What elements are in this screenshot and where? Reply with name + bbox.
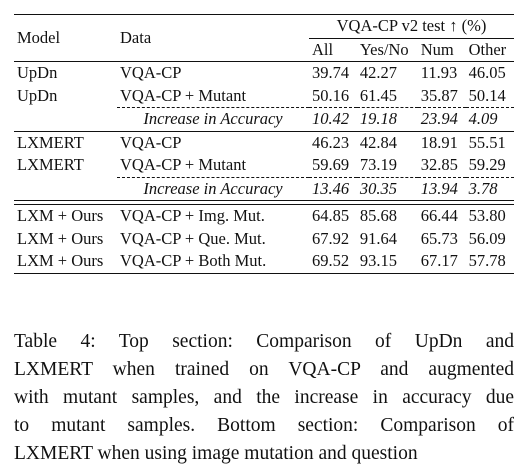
increase-label: Increase in Accuracy xyxy=(117,107,309,131)
caption-line: to mutant samples. Bottom section: Compa… xyxy=(14,415,514,436)
cell-num: 32.85 xyxy=(420,155,458,174)
cell-other: 50.14 xyxy=(468,85,506,105)
cell-all: 64.85 xyxy=(312,206,350,225)
header-group: VQA-CP v2 test ↑ (%) xyxy=(309,14,514,39)
cell-yesno: 73.19 xyxy=(359,155,398,174)
caption-line: LXMERT when using image mutation and que… xyxy=(14,443,418,464)
header-row-1: Model Data VQA-CP v2 test ↑ (%) xyxy=(14,14,514,62)
caption-line: LXMERT when trained on VQA-CP and augmen… xyxy=(14,359,514,380)
row-data: VQA-CP + Both Mut. xyxy=(117,250,309,274)
cell-other: 59.29 xyxy=(468,155,506,174)
cell-yesno: 85.68 xyxy=(359,206,398,225)
row-model: LXM + Ours xyxy=(17,228,104,248)
caption-line: with mutant samples, and the increase in… xyxy=(14,387,514,408)
row-model: LXMERT xyxy=(14,130,117,154)
row-data: VQA-CP + Mutant xyxy=(120,85,247,105)
cell-num: 18.91 xyxy=(417,130,466,154)
row-model: UpDn xyxy=(17,85,58,105)
cell-other: 46.05 xyxy=(468,63,506,82)
increase-num: 23.94 xyxy=(417,107,466,131)
increase-row: Increase in Accuracy 13.46 30.35 13.94 3… xyxy=(14,176,514,201)
header-col-other: Other xyxy=(465,38,514,62)
cell-other: 57.78 xyxy=(465,250,514,274)
cell-other: 55.51 xyxy=(465,130,514,154)
section-spacer xyxy=(14,200,514,205)
cell-all: 69.52 xyxy=(309,250,357,274)
increase-row: Increase in Accuracy 10.42 19.18 23.94 4… xyxy=(14,107,514,131)
table-row: UpDn VQA-CP 39.74 42.27 11.93 46.05 xyxy=(14,62,514,85)
header-col-num: Num xyxy=(417,38,466,62)
cell-yesno: 61.45 xyxy=(359,85,398,105)
cell-yesno: 42.27 xyxy=(359,63,398,82)
cell-num: 67.17 xyxy=(417,250,466,274)
cell-all: 46.23 xyxy=(309,130,357,154)
increase-all: 13.46 xyxy=(309,176,357,201)
header-col-yesno: Yes/No xyxy=(356,38,418,62)
cell-num: 35.87 xyxy=(420,85,458,105)
cell-all: 67.92 xyxy=(312,228,350,248)
table-caption: Table 4: Top section: Comparison of UpDn… xyxy=(14,328,514,468)
increase-other: 3.78 xyxy=(465,176,514,201)
caption-line: Table 4: Top section: Comparison of UpDn… xyxy=(14,331,514,352)
cell-yesno: 93.15 xyxy=(356,250,418,274)
cell-yesno: 91.64 xyxy=(359,228,398,248)
row-data: VQA-CP + Mutant xyxy=(120,155,247,174)
increase-all: 10.42 xyxy=(309,107,357,131)
cell-num: 11.93 xyxy=(420,63,458,82)
increase-yesno: 30.35 xyxy=(356,176,418,201)
row-model: LXM + Ours xyxy=(17,206,104,225)
row-data: VQA-CP + Que. Mut. xyxy=(120,228,266,248)
header-col-all: All xyxy=(309,38,357,62)
cell-other: 53.80 xyxy=(468,206,506,225)
increase-other: 4.09 xyxy=(465,107,514,131)
header-model: Model xyxy=(14,14,117,62)
row-data: VQA-CP xyxy=(120,63,182,82)
cell-yesno: 42.84 xyxy=(356,130,418,154)
cell-all: 50.16 xyxy=(312,85,350,105)
table-row: LXM + Ours VQA-CP + Que. Mut. 67.92 91.6… xyxy=(14,228,514,251)
header-row-2: All Yes/No Num Other xyxy=(14,38,514,62)
increase-num: 13.94 xyxy=(417,176,466,201)
header-data: Data xyxy=(117,14,309,62)
table-row: UpDn VQA-CP + Mutant 50.16 61.45 35.87 5… xyxy=(14,85,514,108)
row-model: LXM + Ours xyxy=(14,250,117,274)
increase-yesno: 19.18 xyxy=(356,107,418,131)
row-model: LXMERT xyxy=(17,155,84,175)
row-data: VQA-CP xyxy=(117,130,309,154)
table-row: LXMERT VQA-CP + Mutant 59.69 73.19 32.85… xyxy=(14,154,514,177)
row-model: UpDn xyxy=(17,63,58,82)
cell-num: 66.44 xyxy=(420,206,458,225)
cell-num: 65.73 xyxy=(420,228,458,248)
table-row: LXMERT VQA-CP 46.23 42.84 18.91 55.51 xyxy=(14,130,514,154)
cell-all: 39.74 xyxy=(312,63,350,82)
cell-other: 56.09 xyxy=(468,228,506,248)
results-table: Model Data VQA-CP v2 test ↑ (%) All Yes/… xyxy=(14,14,514,274)
increase-label: Increase in Accuracy xyxy=(117,176,309,201)
table-row-best: LXM + Ours VQA-CP + Both Mut. 69.52 93.1… xyxy=(14,250,514,274)
row-data: VQA-CP + Img. Mut. xyxy=(120,206,265,225)
table-row: LXM + Ours VQA-CP + Img. Mut. 64.85 85.6… xyxy=(14,205,514,228)
cell-all: 59.69 xyxy=(312,155,350,174)
